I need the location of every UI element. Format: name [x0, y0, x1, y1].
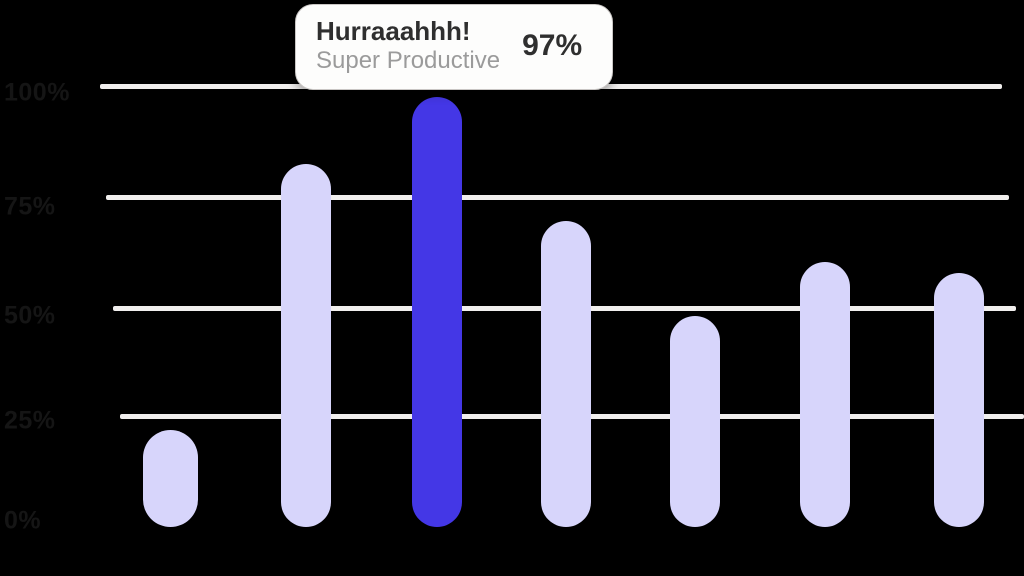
bar-7[interactable] — [934, 273, 984, 527]
bar-2[interactable] — [281, 164, 331, 527]
tooltip[interactable]: Hurraaahhh! Super Productive 97% — [295, 4, 613, 90]
bar-1[interactable] — [143, 430, 198, 527]
y-axis-tick-100pct: 100% — [4, 78, 70, 107]
y-axis-tick-0pct: 0% — [4, 506, 42, 535]
bar-5[interactable] — [670, 316, 720, 527]
y-axis-tick-25pct: 25% — [4, 406, 56, 435]
tooltip-value: 97% — [522, 29, 583, 62]
tooltip-title: Hurraaahhh! — [316, 16, 471, 47]
gridline-75pct — [106, 195, 1009, 200]
bar-4[interactable] — [541, 221, 591, 527]
bar-3[interactable] — [412, 97, 462, 527]
bar-6[interactable] — [800, 262, 850, 527]
tooltip-subtitle: Super Productive — [316, 47, 501, 75]
tooltip-text-block: Hurraaahhh! Super Productive — [316, 16, 501, 75]
y-axis-tick-50pct: 50% — [4, 301, 56, 330]
y-axis-tick-75pct: 75% — [4, 192, 56, 221]
